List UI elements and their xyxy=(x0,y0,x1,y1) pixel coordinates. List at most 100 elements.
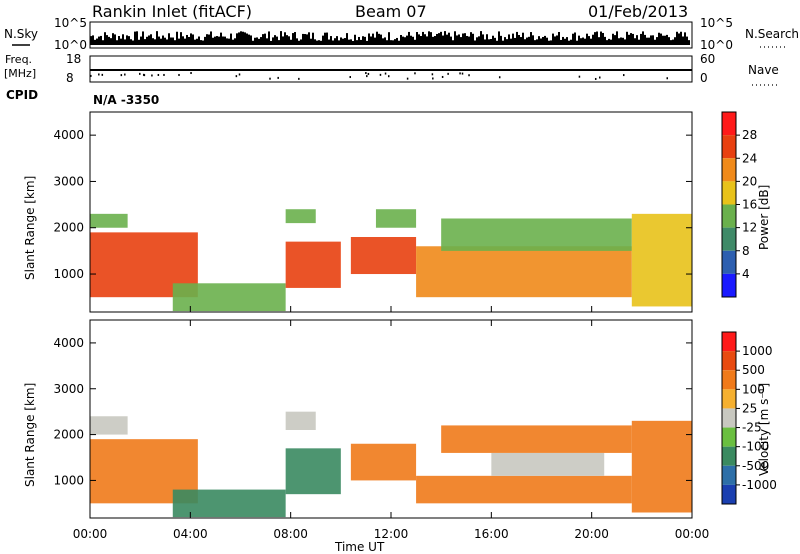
nsky-bar xyxy=(380,34,382,45)
velocity-bands xyxy=(90,411,692,518)
nsky-bar xyxy=(268,31,270,45)
nsky-bar xyxy=(334,38,336,45)
nsky-bar xyxy=(482,34,484,45)
nsky-bar xyxy=(504,37,506,45)
x-tick-label: 00:00 xyxy=(73,527,108,541)
colorbar-swatch xyxy=(722,408,736,428)
nsky-bar xyxy=(428,31,430,45)
nsky-bar xyxy=(242,31,244,45)
nsky-bar xyxy=(212,37,214,45)
nsky-bar xyxy=(596,31,598,45)
colorbar-tick-label: 20 xyxy=(742,174,757,188)
nsky-bar xyxy=(206,34,208,45)
freq-mark xyxy=(235,75,238,78)
freq-mark xyxy=(379,73,382,76)
nsky-bar xyxy=(300,39,302,45)
colorbar-tick-label: 8 xyxy=(742,244,750,258)
nsky-bar xyxy=(332,40,334,45)
power-panel: 4000 3000 2000 1000 Slant Range [km] 28 24 20… xyxy=(23,111,771,313)
nsky-bar xyxy=(390,40,392,45)
nsky-bar xyxy=(196,38,198,45)
nsky-bar xyxy=(668,37,670,45)
nsky-bar xyxy=(232,39,234,45)
freq-mark xyxy=(157,73,160,76)
nsky-bar xyxy=(556,35,558,45)
nsky-bar xyxy=(526,37,528,45)
velocity-y-label: Slant Range [km] xyxy=(23,383,37,487)
nsky-bar xyxy=(518,35,520,45)
nsky-bar xyxy=(264,33,266,45)
nsky-bar xyxy=(460,37,462,45)
nsky-bar xyxy=(580,38,582,45)
y-tick-label: 4000 xyxy=(53,336,84,350)
nsky-bar xyxy=(582,37,584,45)
nsky-bar xyxy=(260,37,262,45)
nsky-bar xyxy=(454,31,456,45)
colorbar-swatch xyxy=(722,135,736,159)
nsky-bar xyxy=(376,31,378,45)
x-tick-label: 12:00 xyxy=(374,527,409,541)
freq-mark xyxy=(277,76,279,79)
nsky-bar xyxy=(490,38,492,45)
nsky-bar xyxy=(500,35,502,45)
nsky-left-tick-top: 10^5 xyxy=(54,16,87,30)
colorbar-swatch xyxy=(722,250,736,274)
nsky-bar xyxy=(356,40,358,45)
nsky-bar xyxy=(230,33,232,45)
cpid-value: N/A -3350 xyxy=(93,93,159,107)
nsky-bar xyxy=(156,31,158,45)
nsky-bar xyxy=(134,31,136,45)
nsky-bar xyxy=(392,40,394,45)
nsky-bar xyxy=(116,40,118,45)
nsky-bar xyxy=(182,36,184,45)
nsky-bar xyxy=(370,36,372,45)
freq-marks xyxy=(90,72,668,80)
nsky-bar xyxy=(568,40,570,45)
nsky-bar xyxy=(198,36,200,45)
freq-mark xyxy=(124,73,126,76)
y-tick-label: 2000 xyxy=(53,221,84,235)
nsky-bar xyxy=(166,39,168,45)
nsky-bar xyxy=(150,34,152,45)
nsky-bar xyxy=(202,40,204,45)
nsky-bar xyxy=(318,40,320,45)
nsky-bar xyxy=(280,31,282,45)
nsky-bar xyxy=(104,32,106,45)
velocity-panel: 4000 3000 2000 1000 Slant Range [km] 1000 50… xyxy=(23,306,777,554)
power-band xyxy=(285,241,341,288)
nsky-bar xyxy=(584,38,586,45)
nsky-bar xyxy=(640,33,642,45)
nsky-bar xyxy=(258,38,260,45)
freq-mark xyxy=(578,75,581,78)
colorbar-swatch xyxy=(722,273,736,297)
y-tick-label: 1000 xyxy=(53,267,84,281)
velocity-band xyxy=(285,448,341,495)
nsky-bar xyxy=(382,38,384,45)
nsky-bar xyxy=(208,34,210,45)
velocity-band xyxy=(350,443,417,481)
freq-mark xyxy=(387,75,390,78)
velocity-colorbar: 1000 500 100 25 -25 -100 -500 -1000 xyxy=(721,331,777,505)
nsky-bar xyxy=(136,31,138,45)
nsky-bar xyxy=(476,37,478,45)
nsky-bar xyxy=(132,40,134,45)
nsky-right-tick-top: 10^5 xyxy=(700,16,733,30)
nsky-bar xyxy=(394,39,396,45)
y-tick-label: 3000 xyxy=(53,174,84,188)
nsky-bar xyxy=(130,39,132,45)
nsky-bar xyxy=(524,39,526,45)
velocity-band xyxy=(90,416,128,435)
freq-tick-bottom: 8 xyxy=(66,71,74,85)
freq-mark xyxy=(599,76,601,79)
nsky-bar xyxy=(396,37,398,45)
nsky-bar xyxy=(444,31,446,45)
nsky-bar xyxy=(448,32,450,45)
nsky-bar xyxy=(112,33,114,45)
nsky-bar xyxy=(534,40,536,45)
nsky-bar xyxy=(364,36,366,45)
nsky-bar xyxy=(456,35,458,45)
nsky-bar xyxy=(468,36,470,45)
nsky-bar xyxy=(154,39,156,45)
nsky-bar xyxy=(158,36,160,45)
nsky-bar xyxy=(676,31,678,45)
